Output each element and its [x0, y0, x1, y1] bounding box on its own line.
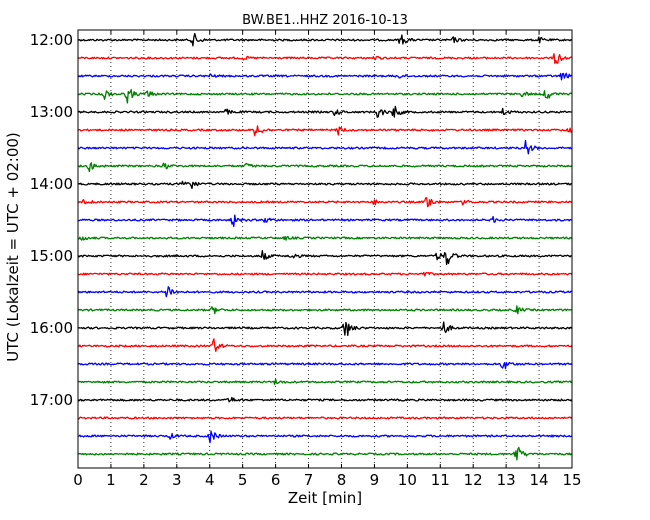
trace-1645 — [78, 378, 573, 386]
y-tick-label: 13:00 — [30, 103, 73, 121]
x-tick-label: 12 — [464, 471, 483, 489]
x-tick-label: 3 — [172, 471, 182, 489]
trace-1315 — [77, 125, 573, 137]
y-axis-label: UTC (Lokalzeit = UTC + 02:00) — [4, 132, 22, 362]
trace-1200 — [77, 32, 573, 47]
trace-1430 — [78, 214, 573, 228]
x-tick-label: 11 — [431, 471, 450, 489]
trace-1415 — [77, 197, 573, 208]
x-tick-label: 8 — [337, 471, 347, 489]
x-tick-label: 13 — [497, 471, 516, 489]
x-tick-label: 14 — [530, 471, 549, 489]
trace-1730 — [78, 430, 573, 444]
y-tick-label: 16:00 — [30, 319, 73, 337]
x-tick-label: 7 — [304, 471, 314, 489]
x-tick-label: 15 — [562, 471, 581, 489]
y-tick-label: 17:00 — [30, 391, 73, 409]
y-ticks: 12:00 13:00 14:00 15:00 16:00 17:00 — [30, 31, 572, 409]
x-tick-label: 4 — [205, 471, 215, 489]
trace-1400 — [77, 180, 573, 190]
trace-1300 — [77, 105, 573, 118]
y-tick-label: 15:00 — [30, 247, 73, 265]
trace-1600 — [77, 321, 573, 337]
y-tick-label: 12:00 — [30, 31, 73, 49]
trace-1715 — [77, 416, 573, 420]
x-tick-label: 5 — [238, 471, 248, 489]
x-axis-label: Zeit [min] — [288, 489, 362, 507]
chart-title: BW.BE1..HHZ 2016-10-13 — [242, 13, 408, 28]
traces — [77, 32, 573, 461]
x-ticks: 0 1 2 3 4 5 6 7 8 9 10 11 12 13 14 15 — [73, 30, 582, 489]
y-tick-label: 14:00 — [30, 175, 73, 193]
trace-1515 — [77, 271, 573, 277]
trace-1700 — [77, 396, 573, 403]
x-tick-label: 6 — [271, 471, 281, 489]
trace-1545 — [77, 305, 573, 315]
trace-1500 — [77, 250, 573, 266]
trace-1445 — [77, 235, 573, 241]
x-tick-label: 1 — [106, 471, 116, 489]
x-tick-label: 0 — [73, 471, 83, 489]
trace-1230 — [77, 72, 573, 81]
x-tick-label: 9 — [370, 471, 380, 489]
trace-1245 — [77, 88, 573, 104]
trace-1745 — [77, 446, 573, 461]
plot-frame — [77, 29, 573, 469]
x-tick-label: 10 — [398, 471, 417, 489]
trace-1630 — [77, 361, 573, 370]
trace-1330 — [77, 139, 573, 155]
trace-1215 — [77, 53, 572, 65]
x-tick-label: 2 — [139, 471, 149, 489]
grid — [110, 30, 540, 468]
trace-1615 — [77, 338, 573, 353]
trace-1530 — [77, 286, 573, 298]
trace-1345 — [77, 162, 573, 173]
